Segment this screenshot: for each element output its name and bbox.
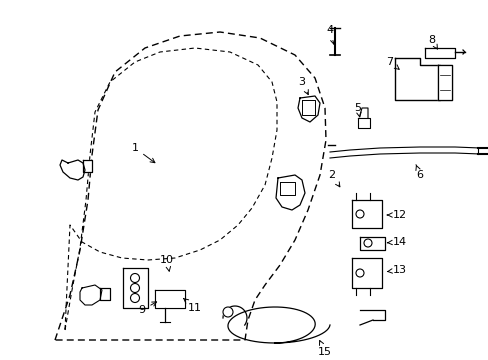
Text: 3: 3 bbox=[298, 77, 307, 95]
Polygon shape bbox=[275, 175, 305, 210]
Polygon shape bbox=[60, 160, 85, 180]
Polygon shape bbox=[359, 237, 384, 250]
Polygon shape bbox=[155, 290, 184, 308]
Polygon shape bbox=[100, 288, 110, 300]
Circle shape bbox=[355, 269, 363, 277]
Text: 7: 7 bbox=[386, 57, 398, 69]
Text: 6: 6 bbox=[415, 165, 423, 180]
Text: 12: 12 bbox=[386, 210, 406, 220]
Polygon shape bbox=[351, 200, 381, 228]
Text: 11: 11 bbox=[183, 298, 202, 313]
Text: 5: 5 bbox=[354, 103, 361, 117]
Circle shape bbox=[355, 210, 363, 218]
Polygon shape bbox=[80, 285, 102, 305]
Circle shape bbox=[223, 307, 232, 317]
Polygon shape bbox=[123, 268, 148, 308]
Text: 10: 10 bbox=[160, 255, 174, 271]
Text: 9: 9 bbox=[138, 302, 156, 315]
Polygon shape bbox=[351, 258, 381, 288]
Text: 8: 8 bbox=[427, 35, 437, 49]
Text: 2: 2 bbox=[328, 170, 339, 187]
Circle shape bbox=[130, 284, 139, 292]
Text: 14: 14 bbox=[386, 237, 406, 247]
Polygon shape bbox=[297, 96, 319, 122]
Text: 1: 1 bbox=[131, 143, 155, 163]
Circle shape bbox=[130, 293, 139, 302]
Text: 15: 15 bbox=[317, 341, 331, 357]
Polygon shape bbox=[83, 160, 92, 172]
Text: 13: 13 bbox=[386, 265, 406, 275]
Text: 4: 4 bbox=[326, 25, 334, 44]
Circle shape bbox=[363, 239, 371, 247]
Polygon shape bbox=[437, 65, 451, 100]
Circle shape bbox=[130, 274, 139, 283]
